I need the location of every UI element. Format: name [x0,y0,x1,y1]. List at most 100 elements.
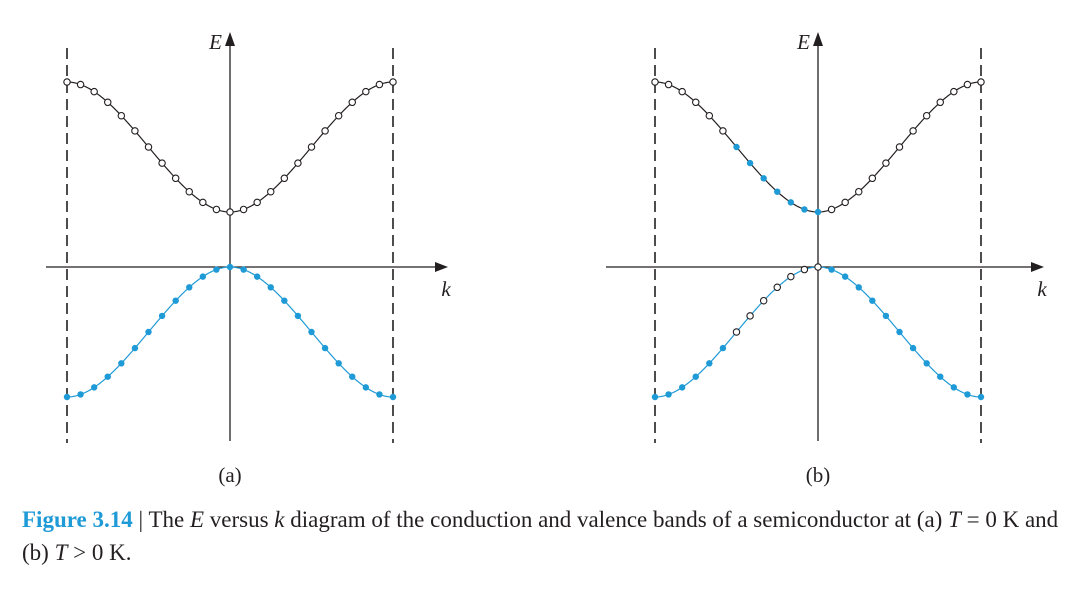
conduction-empty-state-point [226,208,234,216]
valence-electron-point [909,344,917,352]
conduction-electron-point [787,199,795,206]
panel-label-b: (b) [806,463,831,487]
caption-text-3: diagram of the conduction and valence ba… [284,507,949,532]
valence-hole-point [732,328,741,336]
valence-electron-point [294,312,302,320]
figure-diagram: Ek (a) Ek (b) [46,30,1047,487]
conduction-empty-state-point [868,174,877,183]
conduction-empty-state-point [334,111,343,120]
e-axis-arrowhead [225,32,235,46]
conduction-empty-state-point [664,80,673,89]
valence-electron-point [964,391,971,398]
conduction-empty-state-point [977,78,985,86]
conduction-empty-state-point [963,80,972,89]
valence-electron-point [937,373,944,380]
conduction-empty-state-point [253,198,261,207]
conduction-empty-state-point [854,187,863,196]
valence-electron-point [308,328,315,336]
caption-math-t2: T [54,540,68,565]
e-axis-label: E [208,30,222,54]
conduction-empty-state-point [922,111,931,120]
valence-hole-point [773,283,781,292]
valence-hole-point [787,272,795,281]
conduction-empty-state-point [691,98,700,107]
valence-electron-point [199,273,207,280]
caption-text-2: versus [204,507,275,532]
conduction-empty-state-point [321,127,329,135]
valence-electron-point [869,297,876,304]
valence-electron-point [665,391,672,398]
valence-electron-point [923,360,930,367]
valence-electron-point [118,360,125,367]
conduction-empty-state-point [144,143,153,151]
e-axis-arrowhead [813,32,823,46]
conduction-empty-state-point [719,127,727,135]
valence-electron-point [321,344,329,352]
conduction-empty-state-point [117,111,126,120]
conduction-empty-state-point [651,78,659,86]
conduction-empty-state-point [239,205,248,214]
conduction-electron-point [774,188,781,195]
panel-label-a: (a) [218,463,241,487]
valence-electron-point [267,284,274,291]
conduction-empty-state-point [678,87,686,96]
caption-text-1: The [148,507,190,532]
k-axis-arrowhead [435,262,448,272]
valence-electron-point [855,284,862,291]
valence-electron-point [376,391,383,398]
conduction-empty-state-point [841,198,849,207]
valence-electron-point [186,284,193,291]
valence-electron-point [678,384,686,391]
conduction-electron-point [814,208,822,216]
conduction-empty-state-point [936,98,944,107]
conduction-empty-state-point [171,174,180,183]
caption-math-e: E [189,507,205,532]
conduction-empty-state-point [266,187,275,196]
caption-figure-label: Figure 3.14 [22,507,133,532]
valence-electron-point [253,273,261,280]
k-axis-label: k [1037,277,1047,301]
valence-electron-point [841,273,849,280]
valence-hole-point [814,263,822,271]
conduction-empty-state-point [76,80,85,89]
valence-electron-point [63,393,71,401]
conduction-empty-state-point [185,187,194,196]
panel-a: Ek (a) [46,30,451,487]
k-axis-arrowhead [1031,262,1044,272]
conduction-empty-state-point [950,87,958,96]
conduction-empty-state-point [375,80,384,89]
caption-separator: | [138,507,144,532]
conduction-empty-state-point [307,143,316,151]
caption-text-4: = 0 K and (b) [22,507,1059,565]
valence-electron-point [172,297,179,304]
valence-electron-point [77,391,84,398]
conduction-empty-state-point [212,205,221,214]
conduction-empty-state-point [131,127,139,135]
valence-electron-point [896,328,903,336]
valence-electron-point [213,266,220,273]
valence-electron-point [706,360,713,367]
valence-electron-point [335,360,342,367]
valence-electron-point [389,393,397,401]
valence-hole-point [759,296,768,305]
valence-electron-point [719,344,727,352]
valence-electron-point [692,373,699,380]
conduction-empty-state-point [348,98,356,107]
valence-electron-point [131,344,139,352]
conduction-empty-state-point [895,143,904,151]
conduction-electron-point [733,143,740,151]
k-axis-label: k [441,277,451,301]
valence-electron-point [240,266,247,273]
conduction-empty-state-point [158,159,166,167]
valence-electron-point [158,312,166,320]
valence-electron-point [281,297,288,304]
conduction-electron-point [801,206,808,213]
caption-math-t1: T [948,507,961,532]
valence-electron-point [349,373,356,380]
valence-electron-point [950,384,958,391]
valence-electron-point [90,384,98,391]
conduction-empty-state-point [63,78,71,86]
conduction-empty-state-point [280,174,289,183]
panel-b: Ek (b) [606,30,1047,487]
conduction-empty-state-point [827,205,836,214]
